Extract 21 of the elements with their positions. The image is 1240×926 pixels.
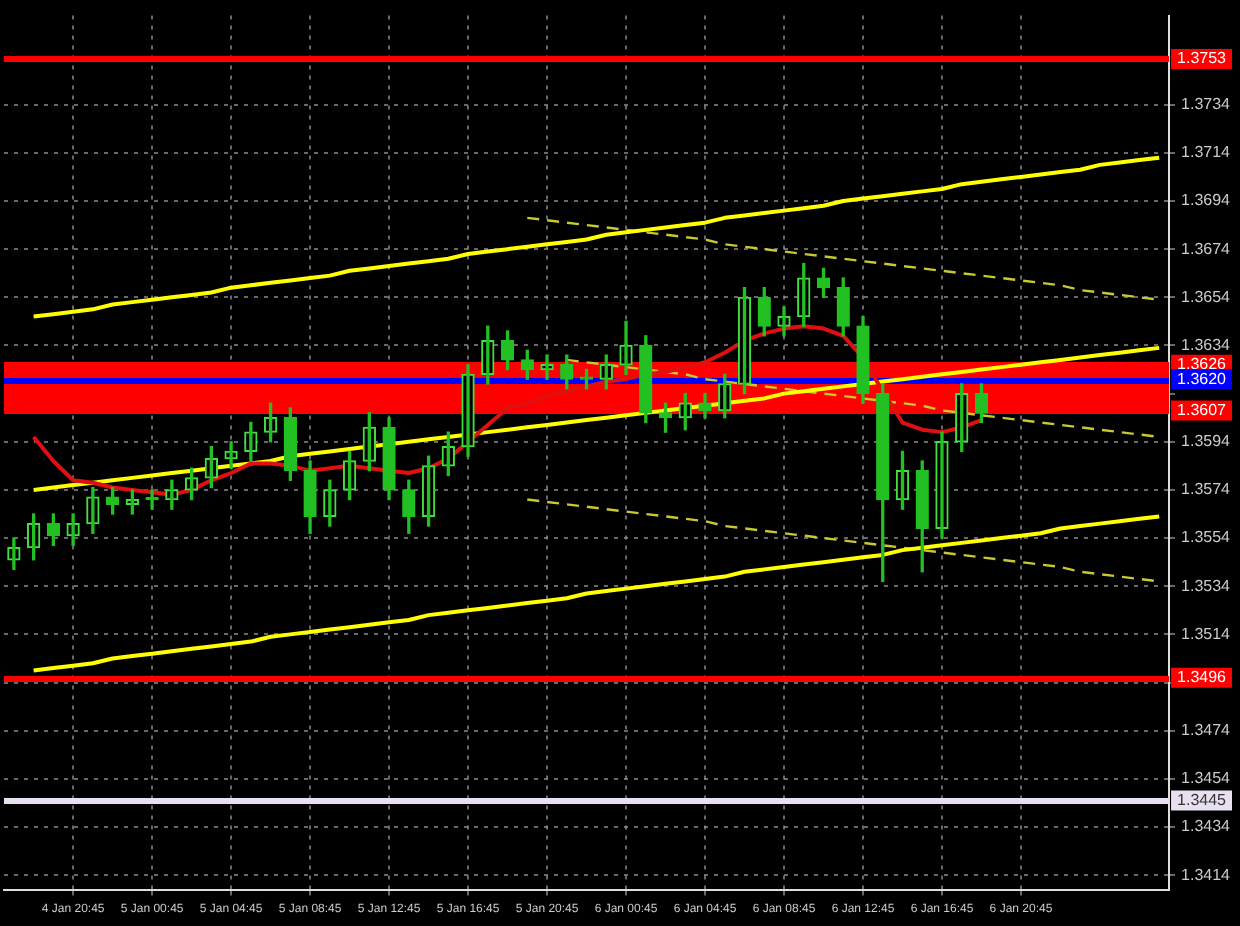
y-tick-label: 1.3694 [1181, 191, 1232, 210]
y-tick-label: 1.3594 [1181, 432, 1232, 451]
ref-line-label: 1.3496 [1177, 668, 1228, 687]
ref-line-label: 1.3626 [1177, 355, 1228, 374]
ref-line-label: 1.3620 [1177, 369, 1228, 388]
y-tick-label: 1.3514 [1181, 624, 1232, 643]
y-tick-label: 1.3714 [1181, 143, 1232, 162]
ref-line-label: 1.3753 [1177, 49, 1228, 68]
y-tick-label: 1.3734 [1181, 95, 1232, 114]
y-tick-label: 1.3554 [1181, 528, 1232, 547]
y-tick-label: 1.3454 [1181, 769, 1232, 788]
y-tick-label: 1.3634 [1181, 335, 1232, 354]
y-tick-label: 1.3434 [1181, 817, 1232, 836]
y-tick-label: 1.3654 [1181, 287, 1232, 306]
y-tick-label: 1.3534 [1181, 576, 1232, 595]
y-tick-label: 1.3674 [1181, 239, 1232, 258]
ref-line-label: 1.3445 [1177, 790, 1228, 809]
y-tick-label: 1.3474 [1181, 721, 1232, 740]
ref-line-label: 1.3607 [1177, 400, 1228, 419]
y-tick-label: 1.3414 [1181, 865, 1232, 884]
y-tick-label: 1.3574 [1181, 480, 1232, 499]
